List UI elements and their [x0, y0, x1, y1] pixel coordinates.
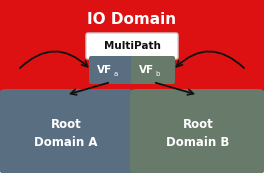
Text: MultiPath: MultiPath: [103, 41, 161, 51]
Text: VF: VF: [139, 65, 154, 75]
Text: Root
Domain B: Root Domain B: [166, 117, 230, 148]
FancyBboxPatch shape: [0, 89, 134, 173]
Text: b: b: [156, 71, 160, 77]
FancyBboxPatch shape: [0, 0, 264, 95]
FancyBboxPatch shape: [131, 56, 175, 84]
FancyBboxPatch shape: [89, 56, 133, 84]
FancyBboxPatch shape: [130, 89, 264, 173]
FancyBboxPatch shape: [86, 33, 178, 59]
Text: Root
Domain A: Root Domain A: [34, 117, 98, 148]
Text: IO Domain: IO Domain: [87, 12, 177, 28]
Text: VF: VF: [97, 65, 112, 75]
Text: a: a: [114, 71, 118, 77]
